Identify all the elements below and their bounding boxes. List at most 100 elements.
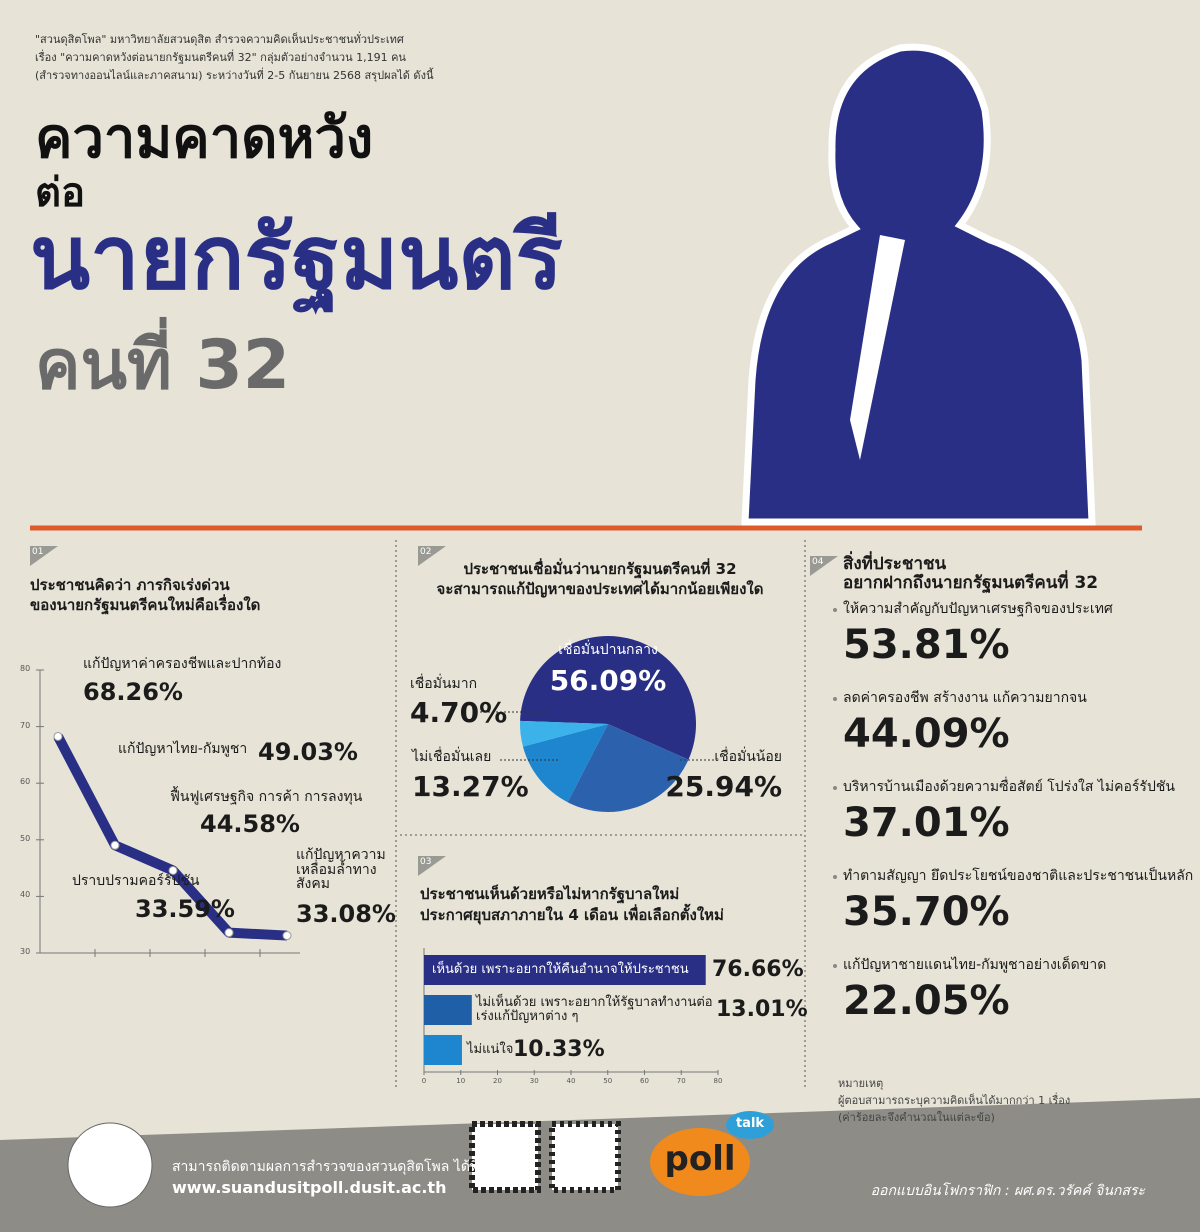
title: นายกรัฐมนตรี [30, 206, 563, 309]
x-tick-label: 60 [640, 1077, 649, 1085]
bullet [833, 608, 837, 612]
category-label: ไม่เชื่อมั่นเลย [412, 749, 492, 765]
category-label: แก้ปัญหาไทย-กัมพูชา [118, 741, 248, 757]
x-tick-label: 0 [421, 1077, 427, 1085]
category-label: แก้ปัญหาความเหลื่อมล้ำทางสังคม [296, 847, 386, 893]
y-tick-label: 60 [20, 777, 31, 787]
note: ผู้ตอบสามารถระบุความคิดเห็นได้มากกว่า 1 … [838, 1094, 1071, 1107]
bullet [833, 697, 837, 701]
y-tick-label: 70 [20, 720, 31, 730]
bullet [833, 875, 837, 879]
x-tick-label: 80 [713, 1077, 723, 1085]
x-tick-label: 40 [566, 1077, 576, 1085]
item-label: ทำตามสัญญา ยึดประโยชน์ของชาติและประชาชนเ… [843, 868, 1194, 884]
value-label: 33.08% [296, 900, 396, 928]
section-title: ประชาชนคิดว่า ภารกิจเร่งด่วน [30, 576, 230, 594]
footer-url: www.suandusitpoll.dusit.ac.th [172, 1178, 447, 1197]
title: คนที่ 32 [35, 326, 291, 405]
section-number: 02 [420, 547, 432, 557]
x-tick-label: 30 [529, 1077, 539, 1085]
bar [424, 1035, 462, 1065]
section-number: 03 [420, 857, 432, 867]
logo-badge: talk [735, 1116, 765, 1131]
intro-line: "สวนดุสิตโพล" มหาวิทยาลัยสวนดุสิต สำรวจค… [35, 33, 404, 46]
point [224, 928, 234, 938]
qr-code [469, 1121, 541, 1193]
note: (ค่าร้อยละจึงคำนวณในแต่ละข้อ) [838, 1111, 995, 1124]
x-tick-label: 70 [676, 1077, 686, 1085]
item-label: บริหารบ้านเมืองด้วยความซื่อสัตย์ โปร่งใส… [843, 779, 1175, 795]
qr-code [549, 1121, 621, 1193]
point [282, 931, 292, 941]
category-label: เชื่อมั่นปานกลาง [558, 642, 658, 658]
value-label: 76.66% [712, 957, 804, 982]
value-label: 13.01% [716, 997, 808, 1022]
value-label: 49.03% [258, 738, 358, 766]
point [53, 731, 63, 741]
talk-bubble [726, 1111, 774, 1139]
category-label: เชื่อมั่นน้อย [714, 749, 782, 765]
section-badge [30, 546, 58, 566]
category-label: ไม่แน่ใจ [467, 1042, 514, 1057]
pie-slice [567, 724, 689, 812]
section-badge [418, 546, 446, 566]
item-value: 53.81% [843, 622, 1010, 668]
note: หมายเหตุ [838, 1077, 884, 1090]
intro-line: เรื่อง "ความคาดหวังต่อนายกรัฐมนตรีคนที่ … [35, 51, 406, 64]
x-tick-label: 20 [493, 1077, 502, 1085]
category-label: เชื่อมั่นมาก [410, 676, 478, 692]
y-tick-label: 40 [20, 890, 31, 900]
section-badge [418, 856, 446, 876]
category-label: เห็นด้วย เพราะอยากให้คืนอำนาจให้ประชาชน [432, 962, 689, 977]
item-label: แก้ปัญหาชายแดนไทย-กัมพูชาอย่างเด็ดขาด [843, 957, 1107, 973]
y-tick-label: 80 [20, 664, 31, 673]
category-label: แก้ปัญหาค่าครองชีพและปากท้อง [83, 656, 282, 672]
item-label: ลดค่าครองชีพ สร้างงาน แก้ความยากจน [843, 690, 1087, 706]
category-label: ปราบปรามคอร์รัปชัน [72, 873, 200, 889]
item-value: 22.05% [843, 978, 1010, 1024]
footer-text: สามารถติดตามผลการสำรวจของสวนดุสิตโพล ได้… [172, 1159, 480, 1175]
value-label: 56.09% [549, 664, 667, 697]
logo-text: poll [664, 1139, 736, 1179]
value-label: 44.58% [200, 810, 300, 838]
pie-slice [520, 636, 696, 760]
section-title: ของนายกรัฐมนตรีคนใหม่คือเรื่องใด [30, 596, 261, 614]
value-label: 33.59% [135, 895, 235, 923]
x-tick-label: 50 [603, 1077, 613, 1085]
designer-credit: ออกแบบอินโฟกราฟิก : ผศ.ดร.วรัคค์ จินกสระ [870, 1183, 1145, 1199]
bar [424, 955, 706, 985]
shirt [850, 235, 905, 460]
item-value: 37.01% [843, 800, 1010, 846]
value-label: 4.70% [410, 696, 508, 729]
y-tick-label: 30 [20, 947, 31, 956]
item-value: 35.70% [843, 889, 1010, 935]
bullet [833, 786, 837, 790]
intro-line: (สำรวจทางออนไลน์และภาคสนาม) ระหว่างวันที… [35, 69, 434, 82]
value-label: 25.94% [665, 770, 782, 803]
value-label: 68.26% [83, 678, 183, 706]
section-number: 01 [32, 547, 44, 557]
category-label: ไม่เห็นด้วย เพราะอยากให้รัฐบาลทำงานต่อ เ… [476, 995, 713, 1024]
university-logo [67, 1122, 153, 1208]
section-number: 04 [812, 557, 824, 567]
section-badge [810, 556, 838, 576]
section-title: จะสามารถแก้ปัญหาของประเทศได้มากน้อยเพียง… [436, 580, 764, 598]
section-title: สิ่งที่ประชาชน [843, 554, 947, 574]
y-tick-label: 50 [20, 833, 31, 843]
section-title: ประชาชนเชื่อมั่นว่านายกรัฐมนตรีคนที่ 32 [463, 560, 737, 578]
pie-slice [520, 720, 608, 747]
title: ต่อ [35, 170, 85, 216]
item-label: ให้ความสำคัญกับปัญหาเศรษฐกิจของประเทศ [843, 601, 1113, 617]
poll-logo [650, 1128, 750, 1196]
bar [424, 995, 472, 1025]
portrait-silhouette [741, 43, 1096, 526]
item-value: 44.09% [843, 711, 1010, 757]
value-label: 13.27% [412, 770, 529, 803]
pie-slice [522, 724, 608, 803]
section-title: อยากฝากถึงนายกรัฐมนตรีคนที่ 32 [843, 573, 1099, 593]
value-label: 10.33% [513, 1037, 605, 1062]
section-title: ประกาศยุบสภาภายใน 4 เดือน เพื่อเลือกตั้ง… [420, 906, 724, 924]
x-tick-label: 10 [456, 1077, 466, 1085]
